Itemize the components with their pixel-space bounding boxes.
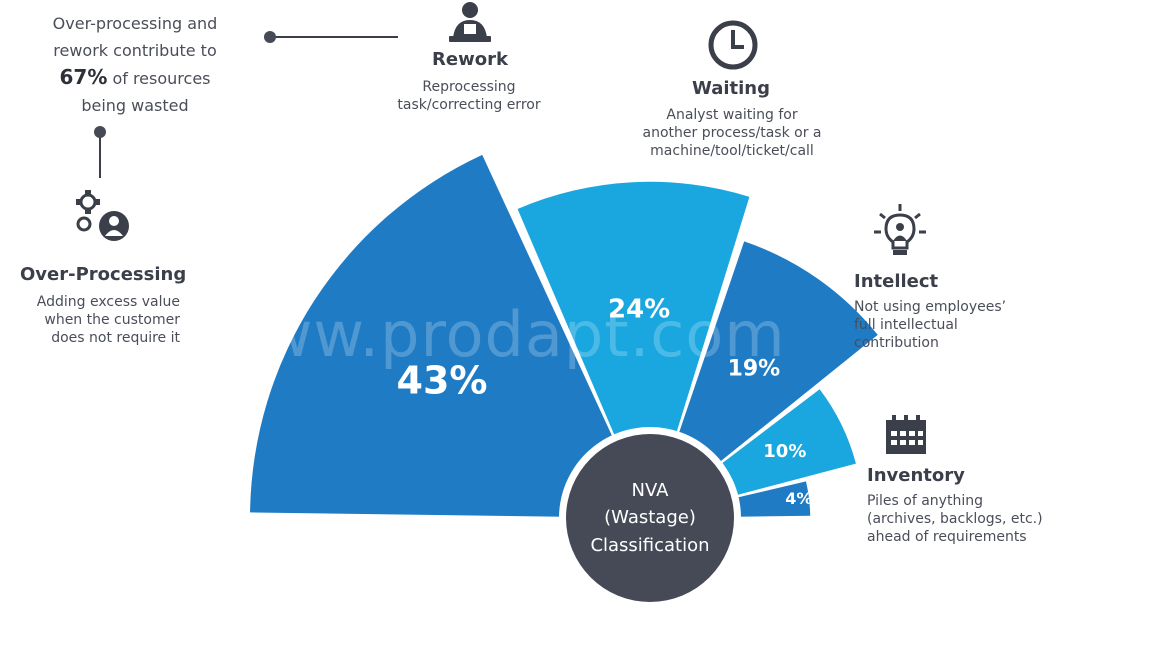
wedge-over <box>250 154 650 518</box>
center-line-2: (Wastage) <box>604 507 696 528</box>
lightbulb-person-icon <box>874 204 926 255</box>
intellect-desc: Not using employees’ full intellectual c… <box>854 299 1007 351</box>
value-label-inventory: 4% <box>785 489 812 508</box>
callout-percent: 67% <box>59 65 108 89</box>
waiting-desc: Analyst waiting for another process/task… <box>642 107 822 159</box>
callout-connector-dot-2 <box>94 126 106 138</box>
calendar-icon <box>886 415 926 454</box>
center-circle <box>566 434 734 602</box>
value-label-intellect: 10% <box>763 441 806 462</box>
chart-value-labels: 43% 24% 19% 10% 4% <box>397 294 813 508</box>
callout-line-4: being wasted <box>81 96 189 115</box>
over-processing-desc: Adding excess value when the customer do… <box>36 294 180 346</box>
value-label-rework: 24% <box>608 294 670 324</box>
waiting-title: Waiting <box>692 78 771 99</box>
callout-line-3: of resources <box>107 69 211 88</box>
gears-person-icon <box>76 190 129 241</box>
chart-wedges <box>250 154 878 519</box>
inventory-desc: Piles of anything (archives, backlogs, e… <box>867 493 1043 545</box>
over-processing-title: Over-Processing <box>20 264 187 285</box>
wedge-rework <box>517 181 750 519</box>
value-label-over: 43% <box>397 358 488 402</box>
clock-icon <box>708 20 758 70</box>
center-line-3: Classification <box>590 535 709 556</box>
callout-line-1: Over-processing and <box>52 14 218 33</box>
inventory-title: Inventory <box>867 465 965 486</box>
callout-connector-dot-1 <box>264 31 276 43</box>
rework-desc: Reprocessing task/correcting error <box>397 79 541 113</box>
callout-67-percent: Over-processing and rework contribute to… <box>30 10 240 119</box>
center-line-1: NVA <box>632 480 670 501</box>
rework-title: Rework <box>432 49 508 70</box>
intellect-title: Intellect <box>854 271 939 292</box>
person-at-desk-icon <box>449 2 491 42</box>
callout-line-2: rework contribute to <box>53 41 217 60</box>
value-label-waiting: 19% <box>728 357 781 382</box>
watermark: www.prodapt.com <box>210 298 786 371</box>
